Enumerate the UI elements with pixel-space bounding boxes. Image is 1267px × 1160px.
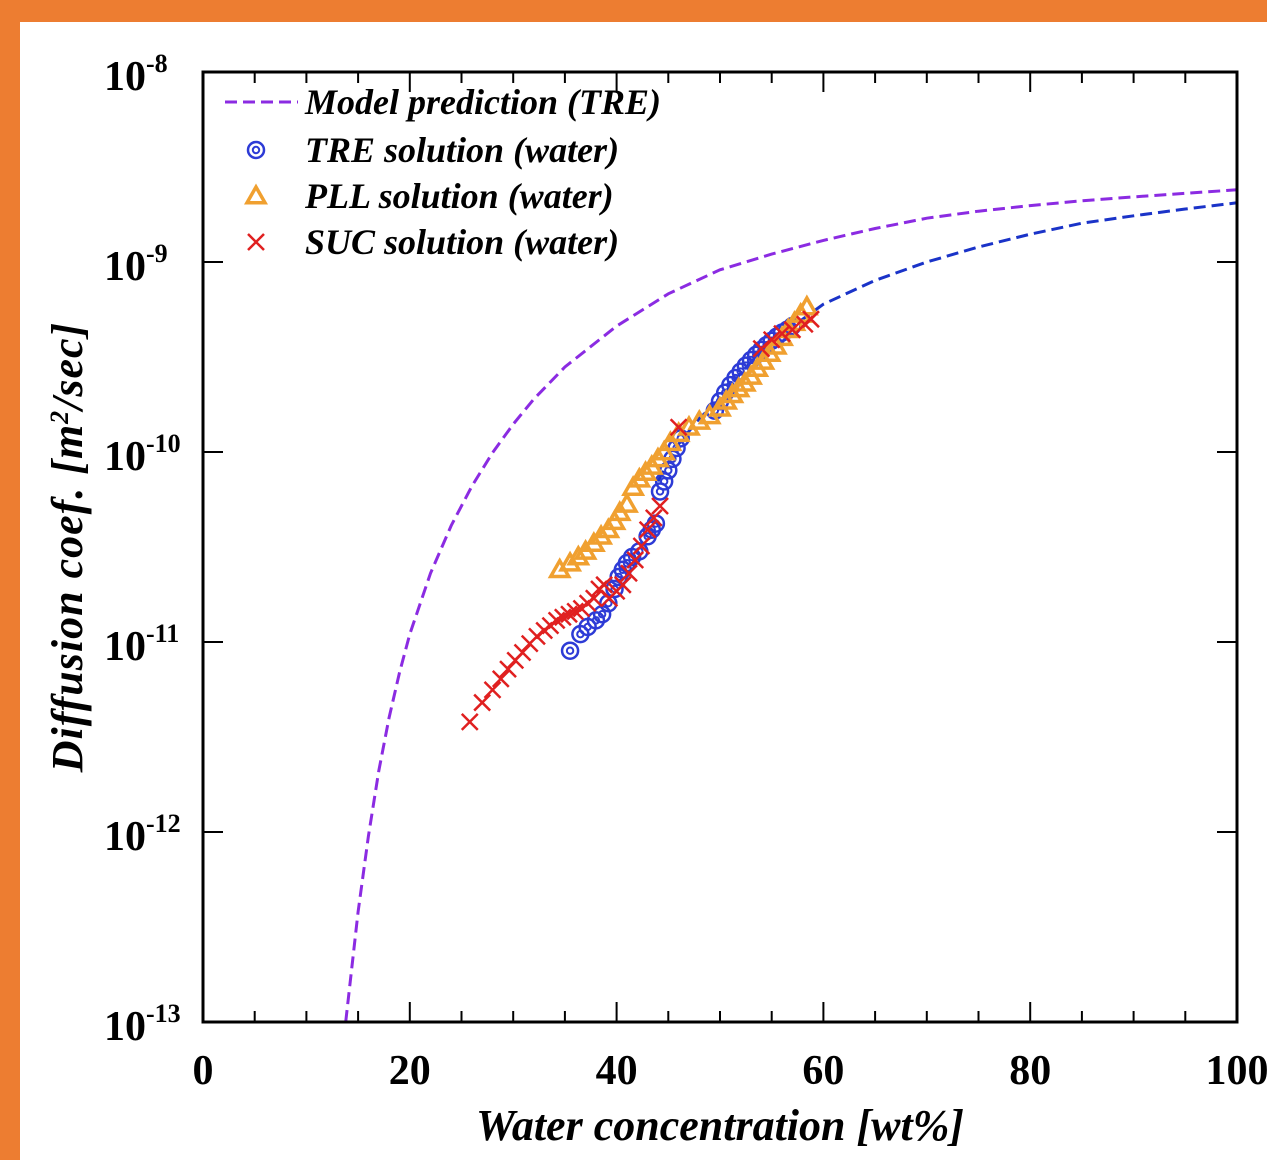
data-point [802, 310, 820, 329]
data-point [676, 414, 701, 436]
data-point [483, 680, 502, 699]
data-point [669, 418, 688, 437]
series-suc-solution-water [460, 310, 820, 731]
y-axis-title: Diffusion coef. [m2/sec] [43, 322, 92, 773]
y-tick-label: 10-12 [104, 809, 181, 860]
legend-item-model-prediction-tre: Model prediction (TRE) [225, 82, 661, 122]
x-tick-label: 100 [1206, 1048, 1267, 1094]
data-point [626, 551, 645, 569]
x-tick-label: 20 [389, 1048, 431, 1094]
series-model-prediction-tre [344, 188, 1238, 1023]
x-axis-title: Water concentration [wt%] [476, 1101, 964, 1150]
data-point-inner [736, 367, 745, 376]
y-tick-label: 10-13 [104, 999, 181, 1050]
legend-label: Model prediction (TRE) [304, 82, 661, 122]
x-tick-labels: 0 20 40 60 80 100 [193, 1048, 1267, 1094]
data-point [247, 233, 265, 251]
data-point-inner [597, 610, 607, 619]
axis-ticks [202, 71, 1238, 1023]
data-point-inner [565, 646, 575, 655]
data-point [614, 491, 639, 513]
x-tick-label: 0 [193, 1048, 214, 1094]
data-point [632, 537, 651, 555]
data-point [762, 330, 781, 349]
data-point [783, 320, 802, 339]
x-tick-label: 80 [1009, 1048, 1051, 1094]
data-point [633, 459, 658, 482]
data-point [491, 669, 510, 688]
data-point [605, 579, 624, 599]
y-tick-labels: 10-13 10-12 10-11 10-10 10-9 10-8 [104, 49, 181, 1050]
data-point [644, 509, 663, 527]
data-point-inner [251, 145, 261, 155]
data-point-inner [622, 558, 632, 568]
y-tick-label: 10-10 [104, 429, 181, 480]
data-point [595, 575, 614, 594]
series-line [344, 188, 1238, 1023]
data-point [726, 376, 751, 398]
data-point [558, 550, 583, 572]
legend-label: TRE solution (water) [305, 130, 619, 170]
data-point [460, 712, 479, 731]
legend-item-suc-solution-water: SUC solution (water) [247, 222, 619, 262]
diffusion-chart: 0 20 40 60 80 100 10-1310-1210-1110-1010-910-… [43, 49, 1267, 1150]
data-point [794, 294, 819, 316]
legend-item-pll-solution-water: PLL solution (water) [243, 176, 614, 216]
chart-panel: 0 20 40 60 80 100 10-13 10-12 10-11 10-10 10-9 10-… [20, 22, 1267, 1160]
legend: Model prediction (TRE) TRE solution (wate… [225, 82, 661, 262]
y-tick-label: 10-9 [104, 239, 168, 290]
data-point [620, 564, 638, 583]
data-point [586, 611, 606, 630]
data-point [651, 497, 669, 515]
legend-label: SUC solution (water) [305, 222, 619, 262]
data-point [246, 140, 266, 160]
y-tick-label: 10-8 [104, 49, 168, 100]
data-point [720, 382, 745, 404]
data-point-inner [741, 361, 751, 370]
x-tick-label: 60 [802, 1048, 844, 1094]
data-point [473, 693, 492, 712]
legend-item-tre-solution-water: TRE solution (water) [246, 130, 619, 170]
data-point [584, 589, 603, 608]
data-point [773, 324, 791, 343]
data-point [560, 641, 580, 660]
data-point [566, 544, 591, 566]
plot-area [344, 188, 1238, 1023]
data-point [613, 575, 632, 594]
legend-label: PLL solution (water) [304, 176, 614, 216]
data-point-inner [746, 355, 756, 365]
data-point-inner [664, 466, 673, 475]
data-point [638, 520, 657, 539]
x-tick-label: 40 [596, 1048, 638, 1094]
series-line [656, 201, 1238, 483]
y-tick-label: 10-11 [104, 619, 179, 670]
data-point [650, 482, 670, 501]
data-point [243, 183, 269, 205]
data-point [654, 472, 674, 491]
series-1a33c8 [656, 201, 1238, 483]
